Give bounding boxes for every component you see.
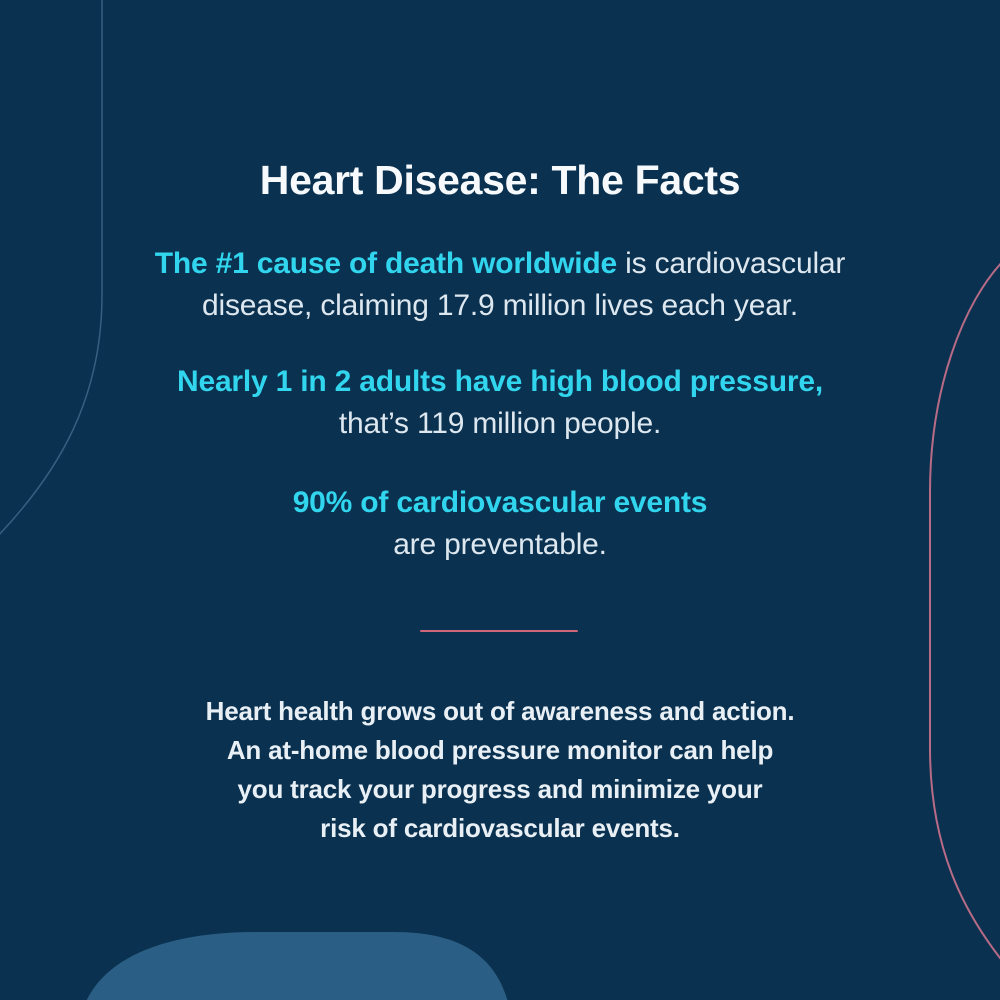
fact-1-highlight: The #1 cause of death worldwide bbox=[154, 247, 618, 280]
page-title: Heart Disease: The Facts bbox=[259, 157, 741, 203]
closing-line-1: Heart health grows out of awareness and … bbox=[205, 696, 795, 726]
fact-high-blood-pressure: Nearly 1 in 2 adults have high blood pre… bbox=[0, 361, 1000, 445]
fact-1-rest-line2: disease, claiming 17.9 million lives eac… bbox=[202, 289, 798, 322]
closing-message: Heart health grows out of awareness and … bbox=[0, 692, 1000, 848]
fact-death-worldwide: The #1 cause of death worldwide is cardi… bbox=[0, 243, 1000, 327]
section-divider bbox=[420, 630, 578, 632]
fact-3-rest-line2: are preventable. bbox=[393, 528, 607, 561]
fact-2-highlight: Nearly 1 in 2 adults have high blood pre… bbox=[177, 365, 823, 398]
closing-line-4: risk of cardiovascular events. bbox=[320, 813, 680, 843]
fact-1-rest-inline: is cardiovascular bbox=[617, 247, 846, 280]
bottom-rounded-shape bbox=[86, 932, 508, 1000]
fact-preventable-events: 90% of cardiovascular events are preventa… bbox=[0, 482, 1000, 566]
fact-2-rest-line2: that’s 119 million people. bbox=[338, 407, 662, 440]
closing-line-3: you track your progress and minimize you… bbox=[237, 774, 763, 804]
fact-3-highlight: 90% of cardiovascular events bbox=[292, 486, 708, 519]
closing-line-2: An at-home blood pressure monitor can he… bbox=[226, 735, 774, 765]
